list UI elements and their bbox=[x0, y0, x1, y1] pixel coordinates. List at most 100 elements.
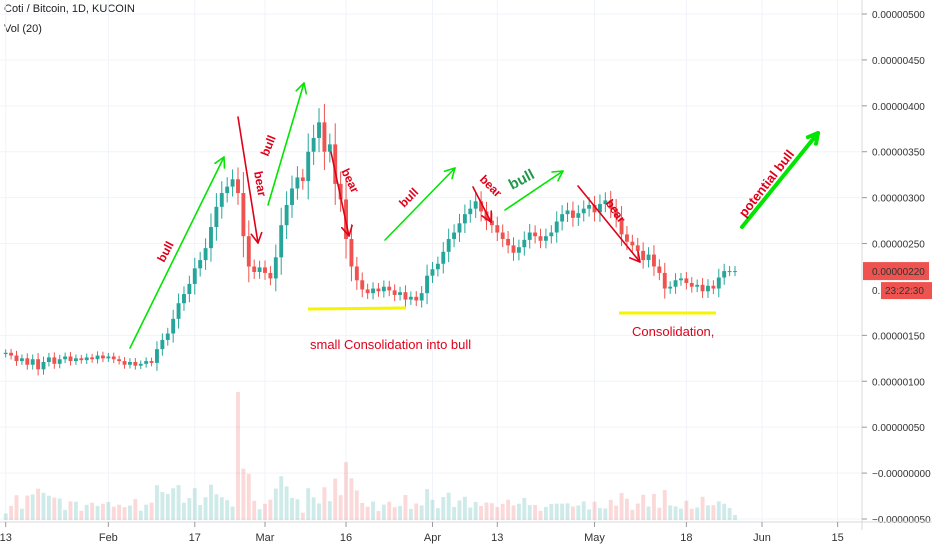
date-axis[interactable]: 13 Feb 17 Mar 16 Apr 13 May 18 Jun 15 bbox=[0, 521, 932, 544]
price-axis[interactable]: 0.00000500 0.00000450 0.00000400 0.00000350… bbox=[861, 0, 932, 530]
volume-bar bbox=[311, 497, 316, 520]
candle-body bbox=[441, 251, 446, 264]
volume-bar bbox=[435, 508, 440, 520]
candle-body bbox=[684, 278, 689, 284]
volume-bar bbox=[90, 502, 95, 520]
volume-bar bbox=[689, 508, 694, 520]
candle-body bbox=[560, 214, 565, 222]
candle-body bbox=[716, 277, 721, 289]
candle-body bbox=[473, 201, 478, 209]
volume-bar bbox=[241, 468, 246, 520]
date-tick-label: Jun bbox=[753, 532, 771, 544]
volume-bar bbox=[14, 495, 19, 520]
candle-body bbox=[252, 266, 257, 273]
candle-body bbox=[592, 204, 597, 213]
volume-bar bbox=[711, 505, 716, 520]
volume-bar bbox=[581, 501, 586, 520]
volume-bar bbox=[549, 504, 554, 520]
candle-body bbox=[95, 355, 100, 360]
volume-bar bbox=[587, 509, 592, 520]
volume-bar bbox=[727, 508, 732, 520]
volume-bar bbox=[317, 503, 321, 520]
volume-bar bbox=[543, 506, 548, 520]
candle-body bbox=[662, 272, 667, 289]
grid-lines bbox=[0, 0, 862, 522]
volume-bar bbox=[214, 494, 219, 520]
volume-bar bbox=[679, 508, 683, 520]
candle-body bbox=[408, 296, 413, 300]
candle-body bbox=[122, 361, 127, 365]
potential-bull-arrow bbox=[740, 131, 820, 229]
volume-bar bbox=[155, 485, 159, 520]
volume-bar bbox=[430, 499, 435, 520]
volume-bar bbox=[597, 508, 602, 520]
candle-body bbox=[36, 359, 41, 370]
volume-bar bbox=[333, 478, 338, 520]
volume-bar bbox=[452, 507, 457, 520]
date-tick-label: 17 bbox=[189, 532, 201, 544]
candle-body bbox=[452, 232, 457, 239]
bull-arrow-1-head bbox=[214, 156, 226, 169]
volume-bar bbox=[684, 500, 689, 520]
countdown-tag bbox=[881, 282, 932, 300]
candle-body bbox=[311, 137, 316, 152]
candle-body bbox=[679, 278, 683, 281]
candle-body bbox=[376, 288, 381, 292]
candle-body bbox=[435, 263, 440, 270]
volume-bar bbox=[225, 500, 230, 520]
candle-body bbox=[225, 186, 230, 194]
volume-bar bbox=[246, 473, 251, 520]
volume-bar bbox=[630, 509, 635, 520]
candle-body bbox=[500, 232, 505, 239]
candle-body bbox=[538, 236, 543, 241]
candle-body bbox=[392, 290, 397, 295]
candle-body bbox=[619, 217, 624, 235]
candle-body bbox=[165, 333, 170, 340]
volume-bar bbox=[138, 510, 143, 520]
volume-bar bbox=[349, 478, 354, 520]
volume-bar bbox=[84, 504, 89, 520]
bear-label-1: bear bbox=[251, 170, 269, 198]
candle-body bbox=[149, 361, 154, 363]
candle-body bbox=[479, 201, 484, 212]
candle-body bbox=[187, 283, 192, 295]
symbol-title: Coti / Bitcoin, 1D, KUCOIN bbox=[4, 3, 135, 15]
price-tick-label: 0.00000350 bbox=[872, 148, 925, 159]
bear-arrow-3-head bbox=[481, 210, 493, 223]
potential-bull-label: potential bull bbox=[736, 147, 798, 220]
volume-bar bbox=[700, 496, 705, 520]
volume-bar bbox=[165, 494, 170, 520]
volume-bar bbox=[9, 505, 14, 520]
volume-bar bbox=[646, 506, 651, 520]
candle-body bbox=[711, 285, 716, 289]
candle-body bbox=[646, 254, 651, 261]
volume-bar bbox=[408, 508, 413, 520]
volume-bar bbox=[365, 506, 370, 520]
volume-bar bbox=[322, 487, 327, 520]
date-tick-label: 16 bbox=[340, 532, 352, 544]
candle-body bbox=[430, 269, 435, 276]
candle-body bbox=[365, 289, 370, 294]
candle-body bbox=[511, 245, 516, 253]
candle-body bbox=[111, 356, 116, 360]
volume-bar bbox=[111, 506, 116, 520]
candle-body bbox=[700, 284, 705, 292]
candle-body bbox=[263, 267, 267, 273]
volume-bar bbox=[284, 486, 289, 520]
candle-body bbox=[14, 355, 19, 362]
bull-arrow-3 bbox=[384, 167, 456, 241]
volume-bar bbox=[268, 499, 273, 520]
volume-bar bbox=[360, 503, 365, 520]
candle-body bbox=[203, 248, 208, 261]
volume-bar bbox=[441, 496, 446, 520]
volume-bar bbox=[457, 500, 462, 520]
volume-bar bbox=[209, 484, 213, 520]
candle-body bbox=[727, 271, 732, 273]
bear-arrow-3 bbox=[472, 186, 492, 223]
volume-bar bbox=[733, 515, 737, 520]
candle-body bbox=[333, 144, 338, 184]
volume-bar bbox=[516, 503, 521, 520]
bull-arrow-1 bbox=[129, 156, 225, 349]
price-tick-label: 0.00000450 bbox=[872, 56, 925, 67]
